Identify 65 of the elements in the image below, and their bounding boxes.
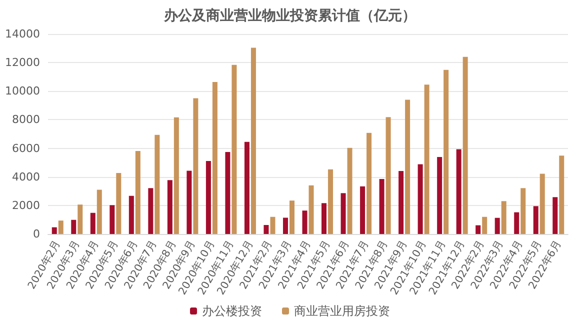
bar bbox=[128, 196, 134, 234]
bar bbox=[282, 218, 288, 234]
bar bbox=[110, 205, 115, 234]
bar bbox=[250, 48, 256, 234]
bar bbox=[174, 117, 179, 234]
bar bbox=[308, 185, 314, 234]
bar bbox=[456, 149, 462, 234]
y-tick-label: 2000 bbox=[12, 198, 40, 212]
y-tick-label: 14000 bbox=[5, 28, 40, 40]
bar bbox=[206, 161, 211, 234]
bar bbox=[244, 142, 250, 234]
bar bbox=[559, 156, 564, 234]
bar bbox=[52, 227, 57, 234]
y-tick-label: 12000 bbox=[5, 56, 40, 70]
bar bbox=[167, 180, 172, 234]
bar bbox=[386, 117, 391, 234]
bar bbox=[289, 200, 294, 234]
bar bbox=[501, 201, 506, 234]
bar bbox=[90, 212, 96, 234]
bar bbox=[418, 164, 423, 234]
bar bbox=[116, 173, 122, 234]
y-tick-label: 10000 bbox=[5, 84, 40, 98]
y-tick-label: 6000 bbox=[12, 142, 40, 155]
bar bbox=[366, 132, 372, 234]
bar bbox=[462, 56, 468, 234]
bar bbox=[135, 151, 140, 234]
bar bbox=[328, 169, 334, 234]
bar bbox=[520, 188, 526, 234]
bar bbox=[58, 220, 64, 234]
bar bbox=[405, 100, 410, 234]
bar bbox=[270, 216, 276, 234]
bar bbox=[540, 174, 545, 234]
bar bbox=[232, 64, 237, 234]
bar bbox=[154, 134, 160, 234]
bar bbox=[186, 170, 192, 234]
bar bbox=[533, 206, 538, 234]
bar bbox=[494, 218, 500, 234]
legend-label: 商业营业用房投资 bbox=[294, 304, 390, 318]
bar bbox=[482, 216, 488, 234]
bar bbox=[514, 212, 520, 234]
bar bbox=[212, 82, 218, 234]
bar bbox=[379, 179, 384, 234]
bar bbox=[264, 225, 269, 234]
legend-label: 办公楼投资 bbox=[202, 304, 262, 318]
bar bbox=[424, 84, 430, 234]
bar bbox=[71, 220, 76, 234]
y-tick-label: 4000 bbox=[12, 170, 40, 184]
bar bbox=[148, 188, 154, 234]
bar bbox=[340, 193, 346, 234]
chart-title: 办公及商业营业物业投资累计值（亿元） bbox=[163, 7, 416, 24]
bar bbox=[225, 152, 230, 234]
bar bbox=[193, 98, 198, 234]
bar bbox=[476, 225, 481, 234]
y-tick-label: 8000 bbox=[12, 113, 40, 126]
bar bbox=[322, 203, 327, 234]
bar bbox=[302, 210, 308, 234]
y-tick-label: 0 bbox=[33, 228, 40, 240]
bar bbox=[96, 190, 102, 234]
bar bbox=[347, 148, 352, 234]
bar bbox=[444, 70, 449, 234]
bar bbox=[360, 186, 366, 234]
bar bbox=[398, 171, 404, 234]
bar bbox=[552, 197, 558, 234]
bar bbox=[437, 157, 442, 234]
bar bbox=[78, 204, 83, 234]
